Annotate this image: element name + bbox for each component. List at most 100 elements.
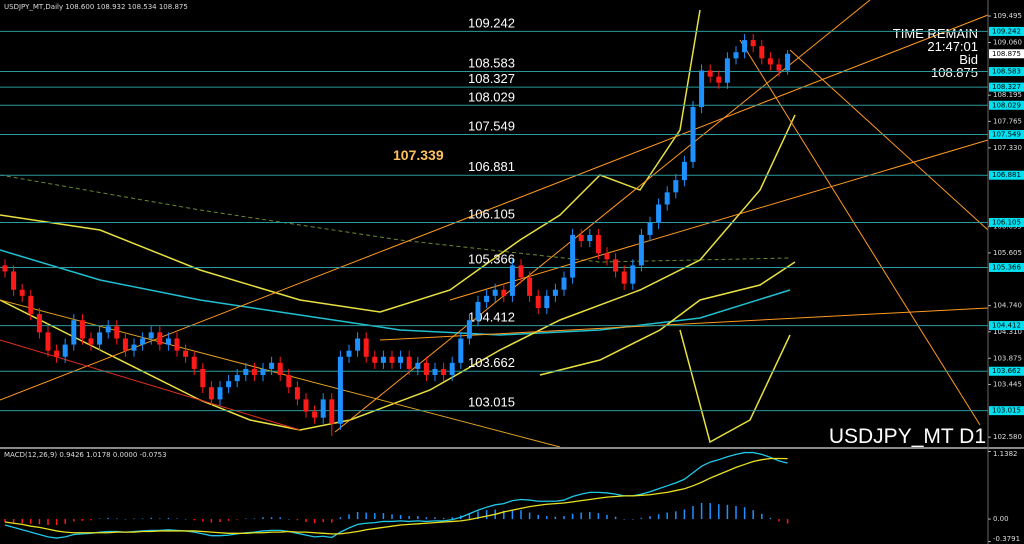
histogram-bar bbox=[184, 519, 187, 520]
histogram-bar bbox=[520, 510, 522, 520]
histogram-bar bbox=[30, 519, 32, 524]
level-label: 107.549 bbox=[468, 119, 515, 134]
level-box-label: 103.662 bbox=[992, 367, 1021, 375]
candle-body bbox=[527, 277, 533, 296]
histogram-bar bbox=[468, 513, 471, 520]
histogram-bar bbox=[133, 518, 135, 520]
histogram-bar bbox=[580, 512, 582, 520]
candle-body bbox=[19, 289, 25, 296]
candle-body bbox=[269, 362, 275, 369]
level-label: 106.881 bbox=[468, 159, 515, 174]
level-box bbox=[989, 67, 1024, 77]
candle-body bbox=[243, 368, 249, 376]
histogram-bar bbox=[374, 513, 376, 520]
histogram-bar bbox=[528, 512, 531, 520]
level-box bbox=[989, 321, 1024, 331]
candle-body bbox=[183, 350, 189, 357]
histogram-bar bbox=[589, 511, 591, 520]
y-tick-label: 1.1382 bbox=[993, 450, 1018, 458]
candle-body bbox=[638, 234, 644, 266]
candle-body bbox=[294, 387, 300, 400]
candle-body bbox=[226, 381, 232, 388]
trend-line bbox=[789, 49, 989, 231]
level-label: 103.662 bbox=[468, 355, 515, 370]
y-tick-label: -0.3791 bbox=[993, 535, 1020, 543]
histogram-bar bbox=[563, 516, 565, 520]
histogram-bar bbox=[778, 519, 780, 522]
level-label: 106.105 bbox=[468, 206, 515, 221]
candle-body bbox=[699, 70, 705, 108]
candle-body bbox=[97, 332, 103, 345]
y-tick-label: 103.875 bbox=[993, 354, 1022, 362]
histogram-bar bbox=[391, 514, 393, 520]
level-box-label: 109.242 bbox=[992, 27, 1021, 35]
histogram-bar bbox=[116, 518, 118, 520]
level-box bbox=[989, 217, 1024, 227]
histogram-bar bbox=[554, 516, 557, 520]
candle-body bbox=[79, 320, 85, 339]
histogram-bar bbox=[64, 519, 66, 524]
candle-body bbox=[767, 58, 773, 65]
trend-line bbox=[0, 14, 989, 401]
histogram-bar bbox=[761, 513, 763, 520]
histogram-bar bbox=[683, 509, 686, 520]
y-tick-label: 107.765 bbox=[993, 117, 1022, 125]
histogram-bar bbox=[331, 519, 333, 523]
level-box-label: 103.015 bbox=[992, 407, 1021, 415]
histogram-bar bbox=[537, 514, 539, 520]
level-box-label: 104.412 bbox=[992, 322, 1021, 330]
candle-body bbox=[570, 234, 576, 278]
candle-body bbox=[88, 338, 94, 345]
candle-body bbox=[71, 320, 77, 345]
histogram-bar bbox=[288, 519, 290, 520]
histogram-bar bbox=[752, 510, 754, 520]
histogram-bar bbox=[666, 512, 668, 520]
histogram-bar bbox=[245, 518, 247, 520]
level-box bbox=[989, 26, 1024, 36]
candle-body bbox=[174, 338, 180, 351]
candle-body bbox=[595, 234, 601, 254]
candle-body bbox=[587, 234, 593, 242]
candle-body bbox=[501, 289, 507, 296]
level-box bbox=[989, 366, 1024, 376]
macd-title: MACD(12,26,9) 0.9426 1.0178 0.0000 -0.07… bbox=[4, 451, 167, 459]
candle-body bbox=[724, 58, 730, 83]
y-tick-label: 105.605 bbox=[993, 249, 1022, 257]
histogram-bar bbox=[477, 511, 479, 520]
candle-body bbox=[759, 46, 765, 59]
level-label: 104.412 bbox=[468, 310, 515, 325]
candle-body bbox=[578, 234, 584, 242]
histogram-bar bbox=[47, 519, 49, 525]
candle-body bbox=[475, 301, 481, 321]
histogram-bar bbox=[546, 516, 548, 520]
histogram-bar bbox=[451, 517, 453, 520]
histogram-bar bbox=[632, 519, 634, 520]
histogram-bar bbox=[769, 517, 772, 520]
candle-body bbox=[406, 356, 412, 369]
band-lower-2 bbox=[539, 261, 796, 376]
y-tick-label: 103.445 bbox=[993, 380, 1022, 388]
candle-body bbox=[346, 350, 352, 357]
candle-body bbox=[208, 387, 214, 400]
histogram-bar bbox=[141, 518, 144, 520]
histogram-bar bbox=[193, 519, 195, 521]
candle-body bbox=[62, 344, 68, 357]
histogram-bar bbox=[253, 518, 256, 520]
candle-body bbox=[647, 222, 653, 235]
candle-body bbox=[260, 368, 266, 376]
candle-body bbox=[398, 356, 404, 363]
candle-body bbox=[776, 64, 782, 71]
histogram-bar bbox=[718, 504, 720, 520]
histogram-bar bbox=[382, 513, 385, 520]
histogram-bar bbox=[743, 507, 746, 520]
histogram-bar bbox=[709, 503, 711, 520]
candle-body bbox=[286, 375, 292, 388]
histogram-bar bbox=[124, 519, 127, 520]
candle-body bbox=[621, 271, 627, 284]
histogram-bar bbox=[313, 519, 316, 524]
candle-body bbox=[277, 362, 283, 376]
candle-body bbox=[673, 180, 679, 193]
histogram-bar bbox=[735, 506, 737, 520]
candle-body bbox=[535, 295, 541, 309]
